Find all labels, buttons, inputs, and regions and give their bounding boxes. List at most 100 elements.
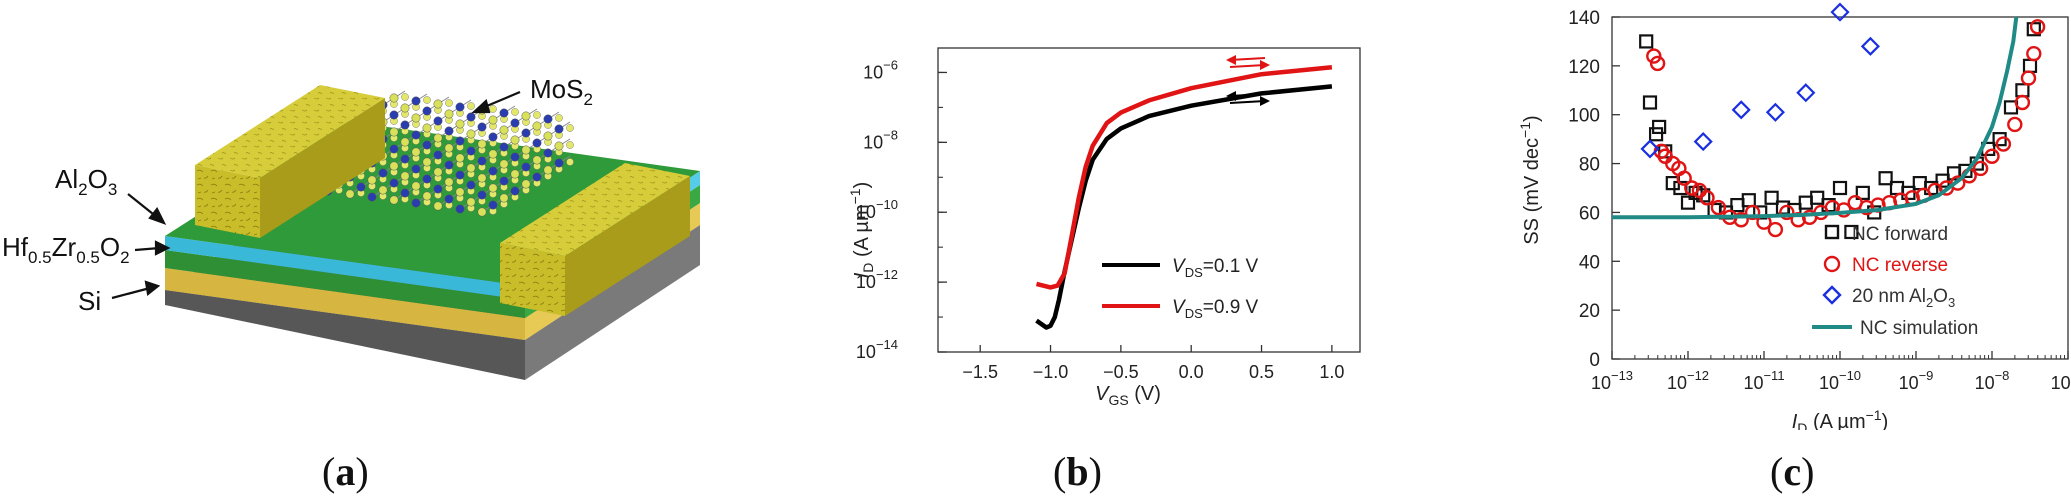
b-series-line-0: [1035, 84, 1333, 330]
s-atom: [477, 173, 487, 183]
s-atom: [489, 105, 497, 113]
c-point-al2o3: [1796, 83, 1816, 103]
mo-atom: [466, 146, 476, 156]
s-atom: [378, 185, 388, 195]
b-y-tick-label: 10−6: [863, 57, 898, 82]
s-atom: [423, 96, 431, 104]
s-atom: [488, 183, 498, 193]
s-atom: [455, 187, 465, 197]
c-point-reverse: [1972, 160, 1989, 177]
b-y-tick-label: 10−12: [856, 267, 898, 292]
c-xlabel: ID (A µm−1): [1792, 407, 1889, 430]
transfer-curve-chart: −1.5 −1.0 −0.5 0.0 0.5 1.0 10−14 10−12 10−10 10−8…: [847, 47, 1361, 408]
c-sim-line: [1612, 16, 2019, 220]
s-atom: [543, 165, 553, 175]
c-point-reverse: [1984, 148, 2000, 164]
s-atom: [499, 125, 509, 135]
s-atom: [411, 113, 421, 123]
s-atom: [532, 121, 542, 131]
c-point-al2o3: [1765, 102, 1785, 122]
c-x-tick-label: 10−13: [1591, 368, 1633, 393]
mo-atom: [554, 124, 564, 134]
s-atom: [466, 163, 476, 173]
mo-atom: [532, 172, 542, 182]
c-point-reverse: [1779, 204, 1795, 221]
c-y-tick-label: 20: [1579, 301, 1600, 322]
mo-atom: [378, 168, 388, 178]
s-atom: [510, 169, 520, 179]
b-lines: [1035, 64, 1333, 330]
c-y-tick-label: 80: [1579, 155, 1600, 176]
mo-atom: [411, 198, 421, 208]
c-point-reverse: [2026, 45, 2042, 62]
b-x-tick-label: 0.0: [1179, 362, 1204, 382]
mo-atom: [488, 200, 498, 210]
mo-atom: [433, 116, 443, 126]
drain-contact: [500, 163, 690, 316]
c-point-forward: [1741, 193, 1756, 208]
s-atom: [444, 109, 454, 119]
mo-atom: [477, 122, 487, 132]
hzo-label: Hf0.5Zr0.5O2: [2, 232, 130, 267]
s-atom: [444, 177, 454, 187]
mo-atom: [411, 130, 421, 140]
c-y-tick-label: 40: [1579, 252, 1600, 273]
mo-atom: [455, 204, 465, 214]
mo-atom: [356, 182, 366, 192]
s-atom: [455, 119, 465, 129]
b-y-tick-label: 10−8: [863, 127, 898, 152]
mo-atom: [444, 194, 454, 204]
c-x-tick-label: 10−10: [1819, 368, 1861, 393]
s-atom: [401, 93, 409, 101]
c-axes: 0 20 40 60 80 100 120 140 10−13 10−12 10−11 10−10 10…: [1568, 8, 2071, 393]
c-legend: NC forward NC reverse 20 nm Al2O3 NC sim…: [1812, 224, 1978, 339]
c-point-reverse: [1676, 170, 1692, 186]
c-point-forward: [1639, 34, 1654, 49]
b-x-tick-label: −1.5: [962, 362, 998, 382]
mo-atom: [543, 114, 553, 124]
s-atom: [422, 123, 432, 133]
s-atom: [345, 189, 355, 199]
c-y-tick-label: 140: [1568, 8, 1600, 29]
c-point-reverse: [1995, 136, 2012, 152]
c-point-reverse: [1649, 55, 1666, 72]
s-atom: [466, 129, 476, 139]
c-point-reverse: [2020, 70, 2037, 86]
b-legend-label-0: VDS=0.1 V: [1172, 256, 1259, 280]
al2o3-label: Al2O3: [55, 164, 117, 199]
c-point-forward: [1844, 224, 1859, 240]
b-axes: −1.5 −1.0 −0.5 0.0 0.5 1.0 10−14 10−12 10−10 10−8…: [856, 47, 1361, 382]
caption-c: (c): [1770, 449, 1815, 494]
mo-atom: [488, 132, 498, 142]
c-x-tick-label: 10−8: [1975, 368, 2010, 393]
b-x-tick-label: −0.5: [1103, 362, 1139, 382]
s-atom: [566, 124, 574, 132]
caption-b: (b): [1053, 449, 1102, 494]
mo-atom: [455, 170, 465, 180]
mo-atom: [389, 110, 399, 120]
c-x-tick-label: 10−11: [1743, 368, 1784, 393]
c-point-al2o3: [1860, 36, 1880, 56]
mo-atom: [455, 136, 465, 146]
c-point-al2o3: [1731, 100, 1751, 120]
mo-atom: [499, 108, 509, 118]
s-atom: [389, 127, 399, 137]
c-plot-frame: [1611, 16, 2069, 360]
s-atom: [433, 99, 443, 109]
b-x-tick-label: −1.0: [1033, 362, 1069, 382]
panel-a: MoS2 Al2O3 Hf0.5Zr0.5O2 Si (a): [0, 0, 760, 501]
s-atom: [455, 153, 465, 163]
mo-atom: [400, 120, 410, 130]
s-atom: [466, 197, 476, 207]
c-point-reverse: [1950, 175, 1966, 191]
mo-atom: [389, 178, 399, 188]
device-schematic: MoS2 Al2O3 Hf0.5Zr0.5O2 Si: [2, 74, 700, 380]
mo-atom: [422, 106, 432, 116]
s-atom: [566, 141, 574, 149]
s-atom: [543, 131, 553, 141]
mo-atom: [521, 128, 531, 138]
s-atom: [389, 93, 399, 103]
mo-atom: [422, 140, 432, 150]
c-point-reverse: [1684, 180, 1700, 196]
b-y-tick-label: 10−10: [856, 197, 898, 222]
